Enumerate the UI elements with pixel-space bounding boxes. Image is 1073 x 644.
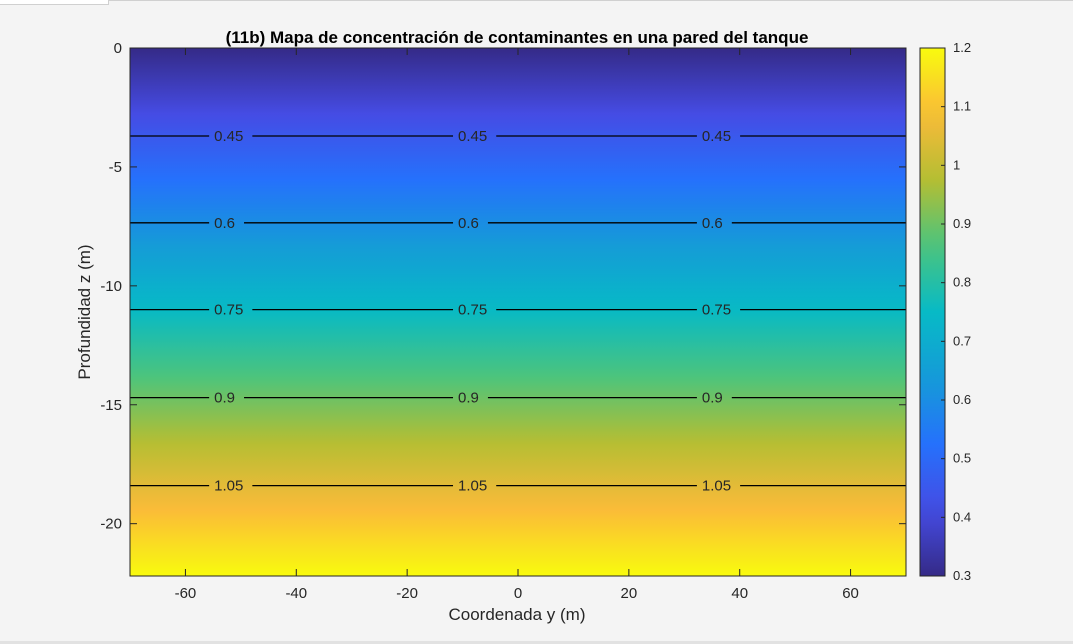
x-tick-label: -60 [175, 585, 197, 602]
y-axis-title: Profundidad z (m) [75, 244, 94, 379]
contour-label-0.6: 0.6 [458, 215, 479, 232]
contour-label-0.9: 0.9 [702, 390, 723, 407]
colorbar-tick-label: 0.6 [953, 392, 971, 407]
contour-label-1.05: 1.05 [458, 478, 487, 495]
figure-top-border [108, 0, 1073, 1]
colorbar-tick-label: 1 [953, 157, 960, 172]
colorbar-tick-label: 0.9 [953, 216, 971, 231]
contour-label-0.9: 0.9 [458, 390, 479, 407]
colorbar: 0.3 0.4 0.5 0.6 0.7 0.8 0.9 1 1.1 1.2 [919, 40, 971, 583]
y-tick-label: 0 [114, 40, 122, 57]
colorbar-tick-label: 0.5 [953, 451, 971, 466]
x-tick-label: 20 [621, 585, 638, 602]
contour-label-0.75: 0.75 [214, 302, 243, 319]
y-tick-label: -10 [100, 278, 122, 295]
x-tick-label: -40 [285, 585, 307, 602]
contour-label-0.9: 0.9 [214, 390, 235, 407]
contour-label-1.05: 1.05 [702, 478, 731, 495]
figure-tab[interactable] [0, 0, 109, 5]
contour-label-0.45: 0.45 [458, 128, 487, 145]
contour-label-0.75: 0.75 [458, 302, 487, 319]
contour-label-0.45: 0.45 [214, 128, 243, 145]
x-tick-label: 60 [842, 585, 859, 602]
y-tick-label: -20 [100, 516, 122, 533]
colorbar-scale [919, 47, 946, 577]
contour-label-0.45: 0.45 [702, 128, 731, 145]
y-tick-label: -15 [100, 397, 122, 414]
concentration-field [130, 48, 906, 576]
contour-label-1.05: 1.05 [214, 478, 243, 495]
plot-area: 0.45 0.45 0.45 0.6 0.6 0.6 0.75 0.75 0.75 0.9 0.9 0… [100, 40, 907, 602]
colorbar-tick-label: 0.7 [953, 333, 971, 348]
y-tick-label: -5 [109, 159, 122, 176]
colorbar-tick-label: 0.3 [953, 568, 971, 583]
chart-title: (11b) Mapa de concentración de contamina… [226, 28, 809, 47]
colorbar-tick-label: 0.8 [953, 275, 971, 290]
contour-label-0.75: 0.75 [702, 302, 731, 319]
contour-label-0.6: 0.6 [214, 215, 235, 232]
colorbar-tick-label: 1.1 [953, 99, 971, 114]
x-tick-label: 40 [731, 585, 748, 602]
x-axis-title: Coordenada y (m) [448, 605, 585, 624]
colorbar-tick-label: 1.2 [953, 40, 971, 55]
colorbar-tick-label: 0.4 [953, 509, 971, 524]
contour-label-0.6: 0.6 [702, 215, 723, 232]
x-tick-label: -20 [396, 585, 418, 602]
x-tick-label: 0 [514, 585, 522, 602]
figure-bottom-border [0, 641, 1073, 644]
